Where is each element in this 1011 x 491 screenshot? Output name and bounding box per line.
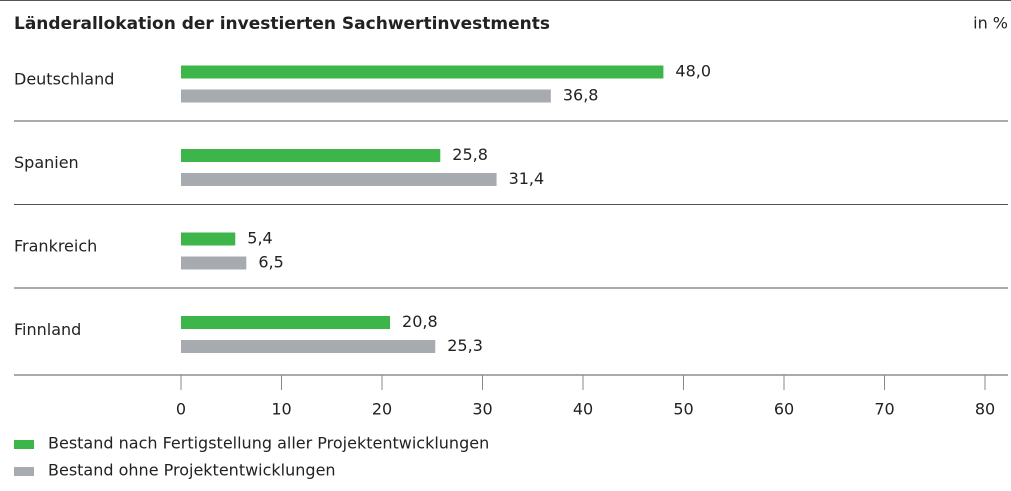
x-tick-label: 10 (271, 400, 291, 419)
value-label: 48,0 (675, 62, 711, 81)
legend-swatch (14, 440, 34, 449)
x-tick-label: 80 (975, 400, 995, 419)
x-tick-label: 50 (673, 400, 693, 419)
chart-title: Länderallokation der investierten Sachwe… (14, 14, 550, 34)
legend-label: Bestand nach Fertigstellung aller Projek… (48, 434, 489, 453)
bar (181, 149, 441, 162)
category-label: Finnland (14, 320, 81, 339)
bar (181, 256, 247, 270)
bar (181, 340, 436, 353)
value-label: 36,8 (563, 86, 599, 105)
category-label: Frankreich (14, 237, 97, 256)
x-tick-label: 70 (874, 400, 894, 419)
value-label: 31,4 (509, 169, 545, 188)
legend-swatch (14, 467, 34, 476)
x-tick-label: 20 (372, 400, 392, 419)
x-tick-label: 60 (774, 400, 794, 419)
bar (181, 65, 664, 79)
category-label: Deutschland (14, 70, 114, 89)
category-label: Spanien (14, 153, 79, 172)
bar (181, 89, 551, 103)
bar (181, 232, 236, 246)
legend-label: Bestand ohne Projektentwicklungen (48, 461, 336, 480)
value-label: 5,4 (247, 229, 272, 248)
value-label: 20,8 (402, 312, 438, 331)
x-tick-label: 0 (176, 400, 186, 419)
value-label: 25,3 (447, 336, 483, 355)
unit-label: in % (973, 14, 1008, 33)
bar (181, 316, 391, 329)
x-tick-label: 40 (573, 400, 593, 419)
bar (181, 173, 497, 186)
value-label: 6,5 (258, 253, 283, 272)
x-tick-label: 30 (472, 400, 492, 419)
value-label: 25,8 (452, 145, 488, 164)
